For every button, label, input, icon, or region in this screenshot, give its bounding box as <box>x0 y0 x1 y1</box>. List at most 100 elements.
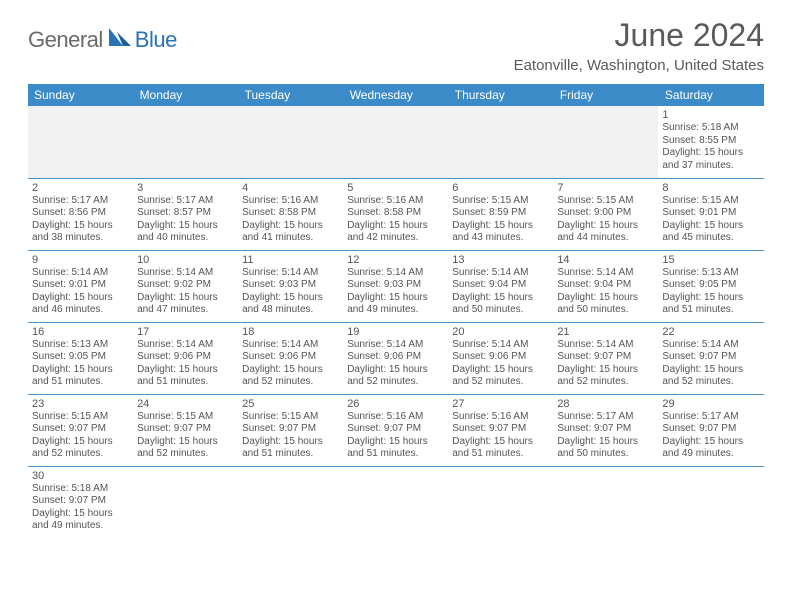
day-details: Sunrise: 5:14 AM Sunset: 9:06 PM Dayligh… <box>347 339 444 389</box>
day-number: 29 <box>662 397 759 411</box>
calendar-day-cell: 17Sunrise: 5:14 AM Sunset: 9:06 PM Dayli… <box>133 322 238 394</box>
calendar-day-cell: 14Sunrise: 5:14 AM Sunset: 9:04 PM Dayli… <box>553 250 658 322</box>
day-number: 9 <box>32 253 129 267</box>
day-details: Sunrise: 5:15 AM Sunset: 9:07 PM Dayligh… <box>242 411 339 461</box>
calendar-week-row: 2Sunrise: 5:17 AM Sunset: 8:56 PM Daylig… <box>28 178 764 250</box>
calendar-week-row: 30Sunrise: 5:18 AM Sunset: 9:07 PM Dayli… <box>28 466 764 538</box>
day-details: Sunrise: 5:17 AM Sunset: 8:56 PM Dayligh… <box>32 195 129 245</box>
page-title: June 2024 <box>514 18 764 53</box>
day-details: Sunrise: 5:14 AM Sunset: 9:03 PM Dayligh… <box>242 267 339 317</box>
day-details: Sunrise: 5:16 AM Sunset: 9:07 PM Dayligh… <box>452 411 549 461</box>
calendar-day-cell: 22Sunrise: 5:14 AM Sunset: 9:07 PM Dayli… <box>658 322 763 394</box>
weekday-header: Sunday <box>28 84 133 106</box>
day-number: 10 <box>137 253 234 267</box>
day-number: 8 <box>662 181 759 195</box>
day-details: Sunrise: 5:14 AM Sunset: 9:07 PM Dayligh… <box>662 339 759 389</box>
day-details: Sunrise: 5:14 AM Sunset: 9:06 PM Dayligh… <box>452 339 549 389</box>
day-number: 19 <box>347 325 444 339</box>
weekday-header: Monday <box>133 84 238 106</box>
day-number: 23 <box>32 397 129 411</box>
calendar-day-cell: 15Sunrise: 5:13 AM Sunset: 9:05 PM Dayli… <box>658 250 763 322</box>
calendar-empty-cell <box>658 466 763 538</box>
day-details: Sunrise: 5:17 AM Sunset: 9:07 PM Dayligh… <box>662 411 759 461</box>
day-details: Sunrise: 5:16 AM Sunset: 9:07 PM Dayligh… <box>347 411 444 461</box>
day-details: Sunrise: 5:16 AM Sunset: 8:58 PM Dayligh… <box>347 195 444 245</box>
calendar-day-cell: 7Sunrise: 5:15 AM Sunset: 9:00 PM Daylig… <box>553 178 658 250</box>
day-details: Sunrise: 5:14 AM Sunset: 9:07 PM Dayligh… <box>557 339 654 389</box>
calendar-day-cell: 1Sunrise: 5:18 AM Sunset: 8:55 PM Daylig… <box>658 106 763 178</box>
calendar-empty-cell <box>448 466 553 538</box>
weekday-header: Saturday <box>658 84 763 106</box>
calendar-day-cell: 27Sunrise: 5:16 AM Sunset: 9:07 PM Dayli… <box>448 394 553 466</box>
weekday-header: Thursday <box>448 84 553 106</box>
day-number: 16 <box>32 325 129 339</box>
day-details: Sunrise: 5:14 AM Sunset: 9:04 PM Dayligh… <box>452 267 549 317</box>
calendar-empty-cell <box>553 106 658 178</box>
calendar-day-cell: 5Sunrise: 5:16 AM Sunset: 8:58 PM Daylig… <box>343 178 448 250</box>
page-subtitle: Eatonville, Washington, United States <box>514 57 764 74</box>
day-details: Sunrise: 5:14 AM Sunset: 9:04 PM Dayligh… <box>557 267 654 317</box>
day-number: 26 <box>347 397 444 411</box>
weekday-header: Wednesday <box>343 84 448 106</box>
day-number: 12 <box>347 253 444 267</box>
calendar-day-cell: 21Sunrise: 5:14 AM Sunset: 9:07 PM Dayli… <box>553 322 658 394</box>
title-block: June 2024 Eatonville, Washington, United… <box>514 18 764 74</box>
day-details: Sunrise: 5:18 AM Sunset: 9:07 PM Dayligh… <box>32 483 129 533</box>
day-details: Sunrise: 5:14 AM Sunset: 9:02 PM Dayligh… <box>137 267 234 317</box>
day-details: Sunrise: 5:15 AM Sunset: 9:01 PM Dayligh… <box>662 195 759 245</box>
day-details: Sunrise: 5:15 AM Sunset: 8:59 PM Dayligh… <box>452 195 549 245</box>
calendar-table: Sunday Monday Tuesday Wednesday Thursday… <box>28 84 764 538</box>
day-number: 5 <box>347 181 444 195</box>
calendar-empty-cell <box>133 466 238 538</box>
weekday-header: Friday <box>553 84 658 106</box>
calendar-day-cell: 18Sunrise: 5:14 AM Sunset: 9:06 PM Dayli… <box>238 322 343 394</box>
header: General Blue June 2024 Eatonville, Washi… <box>0 0 792 78</box>
day-number: 3 <box>137 181 234 195</box>
calendar-day-cell: 12Sunrise: 5:14 AM Sunset: 9:03 PM Dayli… <box>343 250 448 322</box>
calendar-day-cell: 26Sunrise: 5:16 AM Sunset: 9:07 PM Dayli… <box>343 394 448 466</box>
day-number: 6 <box>452 181 549 195</box>
calendar-day-cell: 2Sunrise: 5:17 AM Sunset: 8:56 PM Daylig… <box>28 178 133 250</box>
calendar-day-cell: 8Sunrise: 5:15 AM Sunset: 9:01 PM Daylig… <box>658 178 763 250</box>
day-number: 28 <box>557 397 654 411</box>
calendar-week-row: 1Sunrise: 5:18 AM Sunset: 8:55 PM Daylig… <box>28 106 764 178</box>
day-number: 25 <box>242 397 339 411</box>
calendar-day-cell: 19Sunrise: 5:14 AM Sunset: 9:06 PM Dayli… <box>343 322 448 394</box>
calendar-day-cell: 24Sunrise: 5:15 AM Sunset: 9:07 PM Dayli… <box>133 394 238 466</box>
day-number: 18 <box>242 325 339 339</box>
day-number: 13 <box>452 253 549 267</box>
logo-text-blue: Blue <box>135 27 177 53</box>
logo: General Blue <box>28 18 177 53</box>
calendar-day-cell: 3Sunrise: 5:17 AM Sunset: 8:57 PM Daylig… <box>133 178 238 250</box>
calendar-day-cell: 29Sunrise: 5:17 AM Sunset: 9:07 PM Dayli… <box>658 394 763 466</box>
calendar-empty-cell <box>343 106 448 178</box>
day-details: Sunrise: 5:17 AM Sunset: 9:07 PM Dayligh… <box>557 411 654 461</box>
day-number: 22 <box>662 325 759 339</box>
day-details: Sunrise: 5:15 AM Sunset: 9:07 PM Dayligh… <box>137 411 234 461</box>
day-number: 4 <box>242 181 339 195</box>
calendar-day-cell: 25Sunrise: 5:15 AM Sunset: 9:07 PM Dayli… <box>238 394 343 466</box>
logo-text-general: General <box>28 27 103 53</box>
weekday-header: Tuesday <box>238 84 343 106</box>
calendar-week-row: 23 Sunrise: 5:15 AM Sunset: 9:07 PM Dayli… <box>28 394 764 466</box>
day-number: 20 <box>452 325 549 339</box>
calendar-day-cell: 11Sunrise: 5:14 AM Sunset: 9:03 PM Dayli… <box>238 250 343 322</box>
day-number: 17 <box>137 325 234 339</box>
day-details: Sunrise: 5:15 AM Sunset: 9:00 PM Dayligh… <box>557 195 654 245</box>
day-details: Sunrise: 5:13 AM Sunset: 9:05 PM Dayligh… <box>32 339 129 389</box>
day-number: 14 <box>557 253 654 267</box>
calendar-day-cell: 6Sunrise: 5:15 AM Sunset: 8:59 PM Daylig… <box>448 178 553 250</box>
calendar-empty-cell <box>238 106 343 178</box>
calendar-empty-cell <box>343 466 448 538</box>
day-details: Sunrise: 5:16 AM Sunset: 8:58 PM Dayligh… <box>242 195 339 245</box>
calendar-day-cell: 9Sunrise: 5:14 AM Sunset: 9:01 PM Daylig… <box>28 250 133 322</box>
calendar-day-cell: 23Sunrise: 5:15 AM Sunset: 9:07 PM Dayli… <box>28 394 133 466</box>
logo-sail-icon <box>107 26 133 53</box>
calendar-day-cell: 28Sunrise: 5:17 AM Sunset: 9:07 PM Dayli… <box>553 394 658 466</box>
calendar-empty-cell <box>238 466 343 538</box>
day-number: 27 <box>452 397 549 411</box>
day-details: Sunrise: 5:14 AM Sunset: 9:01 PM Dayligh… <box>32 267 129 317</box>
day-details: Sunrise: 5:13 AM Sunset: 9:05 PM Dayligh… <box>662 267 759 317</box>
day-number: 11 <box>242 253 339 267</box>
day-details: Sunrise: 5:14 AM Sunset: 9:06 PM Dayligh… <box>242 339 339 389</box>
